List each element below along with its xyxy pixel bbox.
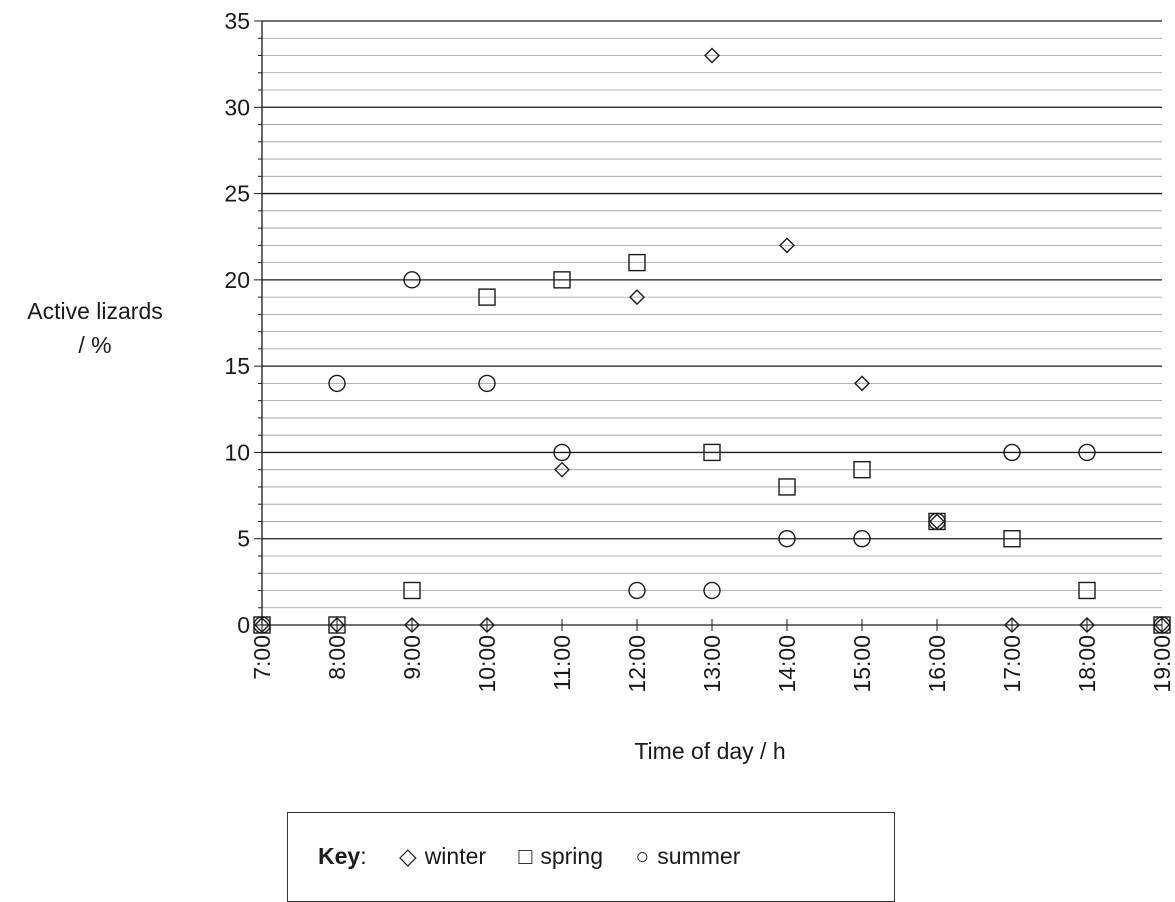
point-winter bbox=[704, 47, 720, 64]
x-tick-label: 14:00 bbox=[774, 635, 800, 693]
y-tick-label: 20 bbox=[224, 267, 250, 293]
point-spring bbox=[853, 460, 871, 479]
y-tick-label: 5 bbox=[237, 526, 250, 552]
x-tick-label: 19:00 bbox=[1149, 635, 1175, 693]
point-summer bbox=[328, 374, 346, 393]
x-tick-label: 10:00 bbox=[474, 635, 500, 693]
legend-item-winter: ◇ winter bbox=[399, 843, 486, 869]
point-summer bbox=[1153, 616, 1171, 634]
point-summer bbox=[778, 530, 796, 548]
point-winter bbox=[329, 617, 345, 633]
x-tick-label: 16:00 bbox=[924, 635, 950, 693]
point-winter bbox=[929, 513, 945, 530]
legend-title: Key bbox=[318, 843, 361, 869]
point-winter bbox=[554, 461, 570, 478]
x-tick-label: 13:00 bbox=[699, 635, 725, 693]
x-tick-label: 18:00 bbox=[1074, 635, 1100, 693]
x-tick-labels: 7:00 8:00 9:00 10:00 11:00 12:00 13:00 14:00 15:… bbox=[249, 635, 1175, 693]
x-tick-label: 7:00 bbox=[249, 635, 275, 680]
point-spring bbox=[403, 581, 421, 600]
x-tick-label: 12:00 bbox=[624, 635, 650, 693]
square-icon: □ bbox=[518, 843, 533, 869]
y-tick-label: 30 bbox=[224, 94, 250, 120]
point-summer bbox=[703, 581, 721, 600]
x-tick-label: 15:00 bbox=[849, 635, 875, 693]
diamond-icon: ◇ bbox=[398, 843, 417, 869]
legend-item-summer: ○ summer bbox=[635, 843, 740, 869]
point-spring bbox=[703, 443, 721, 462]
circle-icon: ○ bbox=[635, 843, 650, 869]
point-winter bbox=[629, 289, 645, 306]
point-summer bbox=[628, 581, 646, 600]
legend-label-summer: summer bbox=[657, 843, 741, 869]
point-winter bbox=[254, 617, 270, 633]
data-points bbox=[253, 47, 1171, 634]
x-tick-label: 11:00 bbox=[549, 635, 575, 691]
point-summer bbox=[478, 374, 496, 393]
point-winter bbox=[479, 617, 495, 633]
point-summer bbox=[553, 443, 571, 462]
legend-label-winter: winter bbox=[424, 843, 487, 869]
y-axis-label-line-1: Active lizards bbox=[27, 298, 163, 324]
y-tick-label: 15 bbox=[224, 353, 250, 379]
point-spring bbox=[778, 478, 796, 496]
y-tick-label: 25 bbox=[224, 181, 250, 207]
point-spring bbox=[628, 253, 646, 272]
y-axis-label-line-2: / % bbox=[78, 332, 112, 358]
x-tick-label: 17:00 bbox=[999, 635, 1025, 693]
point-summer bbox=[403, 271, 421, 289]
point-summer bbox=[1078, 443, 1096, 462]
y-tick-label: 10 bbox=[224, 439, 250, 465]
point-spring bbox=[478, 288, 496, 306]
x-axis-label: Time of day / h bbox=[634, 738, 786, 764]
point-spring bbox=[1078, 581, 1096, 600]
grid-lines bbox=[262, 20, 1162, 626]
legend-row: Key: ◇ winter □ spring ○ summer bbox=[318, 843, 740, 870]
x-tick-label: 9:00 bbox=[399, 635, 425, 680]
point-spring bbox=[553, 271, 571, 289]
legend: Key: ◇ winter □ spring ○ summer bbox=[287, 812, 895, 902]
legend-label-spring: spring bbox=[540, 843, 603, 869]
point-winter bbox=[854, 375, 870, 392]
point-spring bbox=[1003, 530, 1021, 548]
point-summer bbox=[253, 616, 271, 634]
point-spring bbox=[328, 616, 346, 634]
point-winter bbox=[1004, 617, 1020, 633]
point-summer bbox=[1003, 443, 1021, 462]
point-summer bbox=[853, 530, 871, 548]
point-winter bbox=[404, 617, 420, 633]
axes bbox=[254, 20, 1163, 631]
x-tick-label: 8:00 bbox=[324, 635, 350, 680]
y-tick-label: 0 bbox=[237, 612, 250, 638]
legend-separator: : bbox=[360, 843, 367, 869]
point-winter bbox=[779, 237, 795, 254]
legend-item-spring: □ spring bbox=[518, 843, 603, 869]
y-tick-label: 35 bbox=[224, 8, 250, 34]
y-tick-labels: 0 5 10 15 20 25 30 35 bbox=[224, 8, 250, 638]
y-axis-label: Active lizards / % bbox=[0, 294, 190, 362]
point-winter bbox=[1154, 617, 1170, 633]
scatter-plot: 0 5 10 15 20 25 30 35 7:00 8:00 9:00 10:00 11:00 12:… bbox=[224, 8, 1175, 693]
point-summer bbox=[928, 512, 946, 531]
point-winter bbox=[1079, 617, 1095, 633]
